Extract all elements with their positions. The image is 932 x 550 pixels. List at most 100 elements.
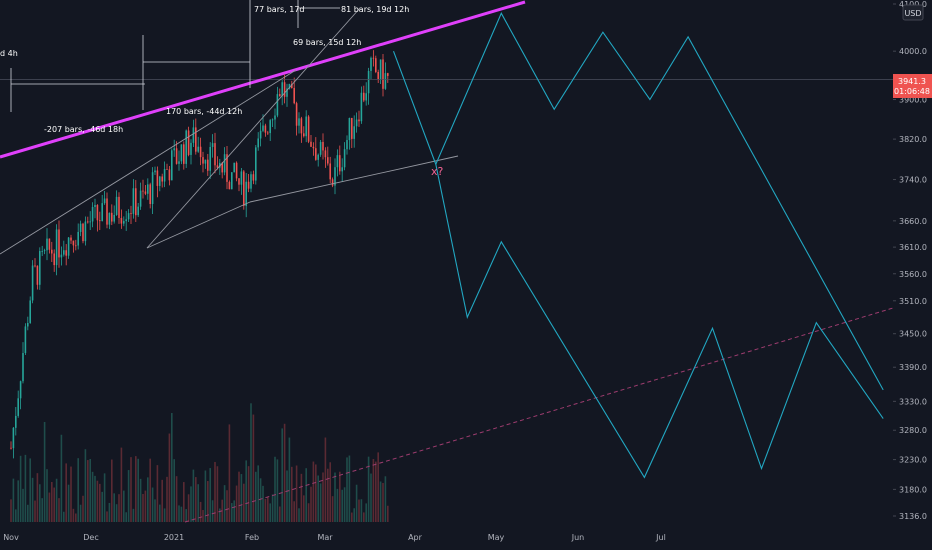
candle-body <box>51 249 53 254</box>
candle-body <box>149 184 151 204</box>
time-axis-bg <box>0 523 932 550</box>
volume-bar <box>137 458 139 522</box>
candlesticks <box>10 50 389 459</box>
price-tick-label: 3900.0 <box>899 96 927 105</box>
candle-body <box>310 141 312 147</box>
volume-bar <box>209 468 211 522</box>
price-tick-label: 3230.0 <box>899 456 927 465</box>
volume-bar <box>166 476 168 522</box>
volume-bar <box>135 456 137 522</box>
projection-path-1 <box>392 51 884 479</box>
candle-body <box>77 231 79 246</box>
volume-bar <box>58 498 60 522</box>
volume-bar <box>269 503 271 522</box>
candle-body <box>283 82 286 97</box>
candle-body <box>147 184 149 194</box>
last-price-badge-box <box>893 74 932 98</box>
volume-bar <box>144 490 147 522</box>
candle-body <box>312 146 315 149</box>
measure-label-d: 77 bars, 17d <box>254 5 305 14</box>
volume-bar <box>65 463 67 522</box>
currency-badge-box <box>902 4 924 21</box>
candle-body <box>197 146 199 152</box>
candle-body <box>341 167 343 172</box>
volume-bar <box>341 489 343 522</box>
volume-bar <box>219 508 221 522</box>
candle-body <box>358 119 360 122</box>
volume-bar <box>106 511 108 522</box>
volume-bar <box>190 486 192 522</box>
volume-bar <box>72 508 75 522</box>
candle-body <box>29 300 31 323</box>
volume-bar <box>351 512 353 522</box>
volume-bar <box>187 494 190 522</box>
volume-bar <box>89 458 91 522</box>
question-annotation: x? <box>431 165 444 178</box>
volume-bar <box>274 456 276 522</box>
candle-body <box>34 265 36 267</box>
volume-bar <box>77 458 79 522</box>
volume-bar <box>127 470 130 522</box>
candle-body <box>250 174 252 189</box>
candle-body <box>319 141 322 155</box>
volume-bar <box>372 459 375 522</box>
candle-body <box>79 223 82 232</box>
volume-bar <box>363 512 365 522</box>
candle-body <box>262 125 264 131</box>
volume-bar <box>240 474 243 522</box>
candle-body <box>372 57 375 59</box>
price-tick-label: 3610.0 <box>899 243 927 252</box>
volume-bar <box>367 456 370 522</box>
price-tick-label: 3450.0 <box>899 330 927 339</box>
candle-body <box>41 251 43 252</box>
volume-bar <box>101 491 103 522</box>
volume-bar <box>12 478 15 522</box>
volume-bar <box>125 512 127 522</box>
time-axis[interactable]: Nov Dec 2021 Feb Mar Apr May Jun Jul <box>0 523 932 550</box>
volume-bar <box>70 466 72 522</box>
candle-body <box>84 221 87 242</box>
candle-body <box>108 212 111 225</box>
volume-bar <box>355 484 358 522</box>
price-tick-label: 3390.0 <box>899 363 927 372</box>
candle-body <box>113 214 115 222</box>
time-tick-label: Jul <box>655 533 666 542</box>
volume-bar <box>279 506 281 522</box>
candle-body <box>274 115 276 120</box>
candle-body <box>351 117 353 139</box>
volume-bar <box>331 496 334 522</box>
candle-body <box>96 205 99 221</box>
volume-bar <box>151 487 154 522</box>
candle-body <box>279 94 281 97</box>
projection-lines <box>392 12 884 479</box>
volume-bar <box>67 484 70 522</box>
candle-body <box>334 167 336 186</box>
volume-bar <box>204 470 207 522</box>
measure-label-e: 81 bars, 19d 12h <box>341 5 409 14</box>
candle-body <box>48 238 51 250</box>
candle-body <box>257 138 259 148</box>
drawing-lines <box>0 0 894 523</box>
candle-body <box>132 188 135 214</box>
channel-rising-line <box>146 7 361 249</box>
volume-bar <box>55 478 58 522</box>
candle-body <box>36 265 39 285</box>
time-tick-label: Feb <box>245 533 259 542</box>
volume-bar <box>159 504 161 522</box>
volume-bar <box>175 476 178 522</box>
volume-bar <box>250 403 252 522</box>
last-price-badge: 3941.3 01:06:48 <box>893 74 932 98</box>
candle-body <box>183 144 185 164</box>
volume-bar <box>103 473 106 522</box>
volume-bar <box>291 466 293 522</box>
candle-body <box>137 206 139 216</box>
candle-body <box>195 127 197 152</box>
currency-badge[interactable]: USD <box>902 4 924 21</box>
volume-bar <box>329 462 331 522</box>
candle-body <box>207 159 209 171</box>
time-tick-label: Jun <box>571 533 585 542</box>
candle-body <box>19 381 22 399</box>
candle-body <box>123 221 125 224</box>
candle-body <box>180 144 183 162</box>
